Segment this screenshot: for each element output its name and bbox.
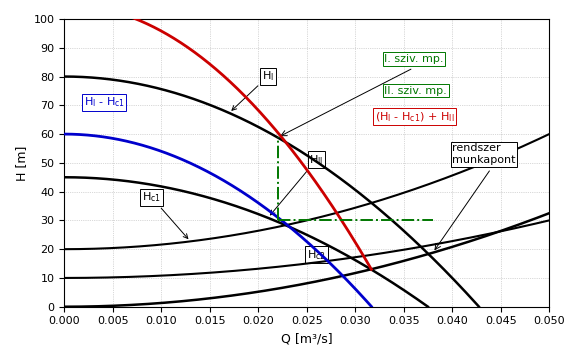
Text: I. sziv. mp.: I. sziv. mp.	[385, 54, 444, 64]
Text: II. sziv. mp.: II. sziv. mp.	[385, 86, 447, 96]
Text: H$_\mathsf{I}$ - H$_\mathsf{c1}$: H$_\mathsf{I}$ - H$_\mathsf{c1}$	[84, 95, 125, 109]
Text: H$_\mathsf{I}$: H$_\mathsf{I}$	[232, 69, 274, 110]
Y-axis label: H [m]: H [m]	[15, 145, 28, 181]
Text: H$_\mathsf{c1}$: H$_\mathsf{c1}$	[142, 190, 188, 238]
Text: H$_\mathsf{c2}$: H$_\mathsf{c2}$	[307, 248, 326, 262]
X-axis label: Q [m³/s]: Q [m³/s]	[281, 332, 332, 345]
Text: rendszer
munkapont: rendszer munkapont	[452, 143, 516, 165]
Text: (H$_\mathsf{I}$ - H$_\mathsf{c1}$) + H$_\mathsf{II}$: (H$_\mathsf{I}$ - H$_\mathsf{c1}$) + H$_…	[375, 110, 454, 123]
Text: H$_\mathsf{II}$: H$_\mathsf{II}$	[270, 153, 324, 215]
